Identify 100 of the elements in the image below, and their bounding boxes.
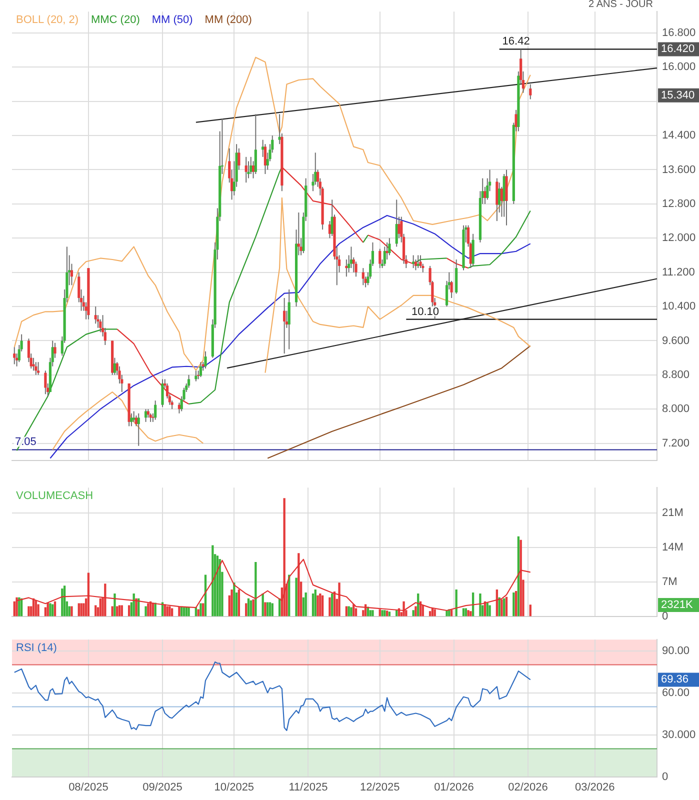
- candlestick: [250, 156, 252, 175]
- y-tick-label: 7M: [662, 576, 678, 588]
- candlestick: [32, 357, 35, 372]
- y-tick-label: 14M: [662, 542, 684, 554]
- candlestick: [204, 350, 207, 370]
- bar: [384, 610, 386, 616]
- bar: [37, 604, 40, 616]
- candlestick: [34, 362, 38, 376]
- bar: [144, 606, 147, 616]
- bar: [345, 606, 348, 616]
- candlestick: [354, 261, 358, 278]
- bar: [414, 606, 417, 616]
- text: MM (200): [204, 14, 252, 26]
- bar: [470, 611, 472, 616]
- bar: [462, 608, 465, 616]
- x-tick-label: 11/2025: [288, 781, 328, 794]
- bar: [116, 606, 118, 616]
- candlestick: [199, 362, 202, 378]
- candlestick: [283, 297, 286, 354]
- y-tick-label: 7.200: [662, 437, 690, 450]
- candlestick: [44, 370, 47, 395]
- candlestick: [36, 362, 40, 376]
- chart-subtitle: 2 ANS - JOUR: [588, 0, 653, 10]
- candlestick: [414, 259, 418, 271]
- candlestick: [161, 378, 164, 408]
- candlestick: [383, 246, 386, 266]
- y-tick-label: 14.400: [662, 130, 696, 142]
- bar: [114, 593, 116, 616]
- candlestick: [419, 254, 422, 269]
- y-tick-label: 11.200: [662, 266, 695, 278]
- bar: [13, 601, 16, 616]
- bar: [388, 612, 391, 616]
- bar: [517, 536, 520, 616]
- bar: [268, 602, 272, 616]
- text: MMC (20): [90, 14, 140, 26]
- bar: [350, 607, 352, 616]
- bar: [428, 611, 432, 616]
- ref-line-label: 7.05: [15, 436, 36, 448]
- candlestick: [144, 408, 148, 422]
- y-tick-label: 13.600: [662, 164, 696, 176]
- bar: [304, 592, 307, 616]
- bar: [188, 607, 190, 616]
- bar: [348, 606, 350, 616]
- x-tick-label: 10/2025: [214, 781, 254, 794]
- candlestick: [412, 254, 415, 269]
- text: BOLL (20, 2): [16, 14, 79, 26]
- y-tick-label: 8.000: [662, 403, 690, 416]
- candlestick: [13, 346, 16, 365]
- bar: [331, 593, 334, 616]
- candlestick: [362, 268, 364, 286]
- bar: [529, 604, 532, 616]
- bar: [250, 600, 252, 616]
- bar: [254, 562, 257, 616]
- y-tick-label: 16.000: [662, 61, 696, 74]
- bar: [314, 590, 316, 616]
- candlestick: [94, 306, 97, 324]
- bar: [479, 593, 482, 616]
- bar: [70, 606, 73, 616]
- annotation: 15.340: [661, 89, 695, 102]
- y-tick-label: 90.00: [662, 644, 690, 657]
- bar: [44, 607, 47, 616]
- bar: [266, 602, 269, 616]
- y-tick-label: 12.000: [662, 232, 696, 244]
- bar: [49, 603, 52, 616]
- bar: [295, 578, 298, 616]
- y-tick-label: 10.400: [662, 300, 696, 313]
- candlestick: [254, 114, 257, 175]
- bar: [312, 593, 314, 616]
- x-tick-label: 08/2025: [68, 781, 108, 794]
- series-label: RSI (14): [16, 642, 57, 654]
- bar: [264, 602, 266, 616]
- candlestick: [496, 178, 498, 222]
- bar: [80, 603, 82, 616]
- y-tick-label: 0: [662, 770, 668, 783]
- x-tick-label: 09/2025: [142, 781, 182, 794]
- y-tick-label: 0: [662, 610, 668, 622]
- candlestick: [154, 400, 157, 420]
- candlestick: [288, 288, 290, 350]
- candlestick: [529, 84, 532, 100]
- candlestick: [113, 357, 116, 376]
- annotation: 2321K: [661, 599, 694, 612]
- candlestick: [99, 318, 102, 333]
- y-tick-label: 30.000: [662, 728, 696, 741]
- text: 69.36: [661, 674, 689, 686]
- bar: [464, 608, 467, 616]
- bar: [488, 605, 491, 616]
- annotation: 16.420: [661, 43, 695, 56]
- candlestick: [187, 374, 190, 388]
- text: VOLUMECASH: [16, 490, 94, 502]
- bar: [247, 598, 250, 616]
- x-tick-label: 02/2026: [508, 781, 548, 794]
- bar: [512, 592, 515, 616]
- bar: [111, 606, 114, 616]
- bar: [230, 590, 233, 616]
- bar: [503, 598, 506, 616]
- annotation: 16.42: [502, 36, 530, 48]
- bar: [197, 609, 200, 616]
- bar: [412, 610, 414, 616]
- candlestick: [247, 160, 250, 179]
- y-tick-label: 60.00: [662, 686, 690, 699]
